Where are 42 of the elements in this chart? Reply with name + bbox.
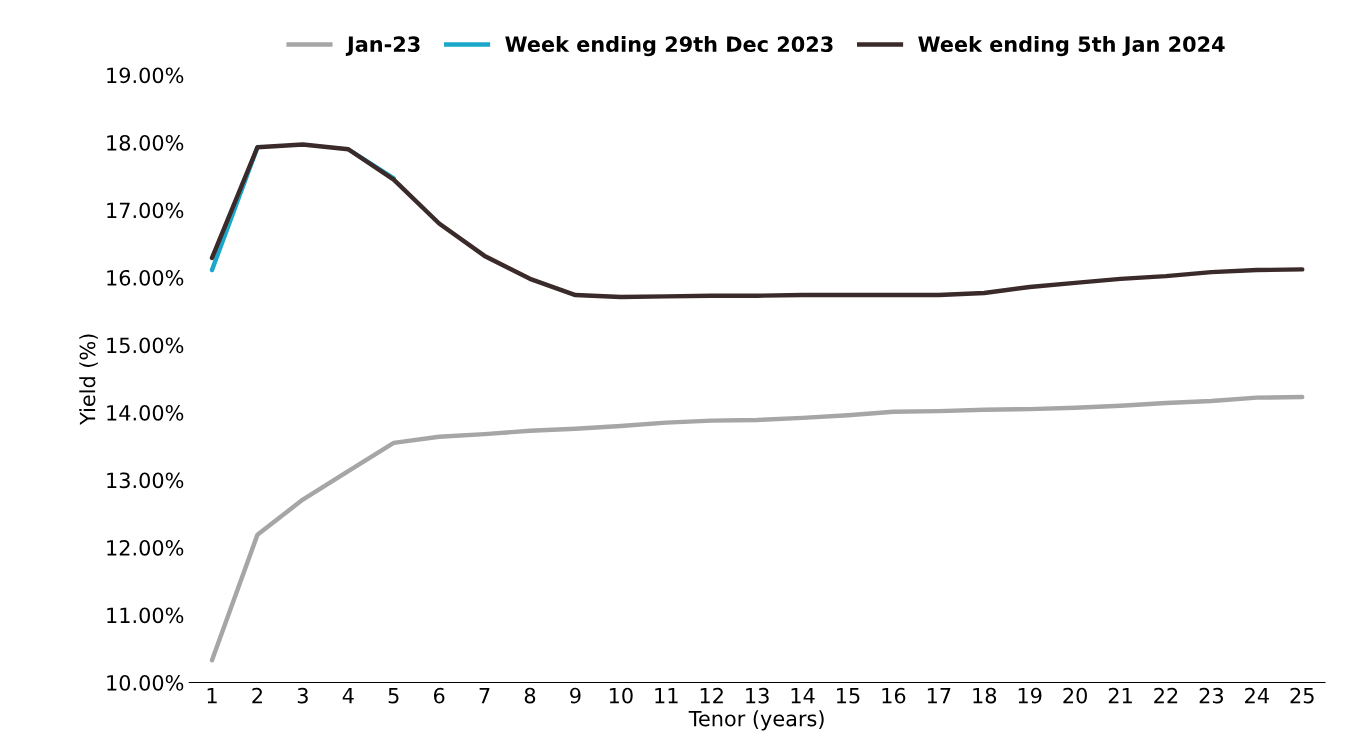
y-tick-label: 15.00% (107, 337, 184, 354)
x-tick-label: 6 (433, 687, 445, 704)
x-axis-title: Tenor (years) (688, 710, 824, 731)
legend-label: Week ending 5th Jan 2024 (918, 35, 1225, 57)
y-tick-label: 10.00% (107, 674, 184, 691)
x-tick-label: 16 (882, 687, 906, 704)
y-tick-label: 19.00% (107, 67, 184, 84)
y-tick-label: 12.00% (107, 539, 184, 556)
y-tick-label: 18.00% (107, 134, 184, 151)
x-tick-label: 19 (1018, 687, 1042, 704)
line-series (209, 394, 1305, 663)
x-tick-label: 18 (973, 687, 997, 704)
x-tick-label: 3 (297, 687, 308, 704)
x-tick-label: 1 (207, 688, 217, 704)
x-tick-label: 10 (609, 687, 633, 704)
y-tick-label: 13.00% (107, 472, 184, 489)
x-tick-label: 8 (524, 687, 536, 704)
y-tick-label: 17.00% (107, 202, 184, 219)
y-tick-label: 16.00% (107, 269, 184, 286)
legend-label: Week ending 29th Dec 2023 (505, 35, 833, 57)
x-tick-label: 13 (746, 687, 769, 704)
x-tick-label: 2 (252, 687, 262, 704)
x-tick-label: 17 (927, 688, 951, 704)
x-tick-label: 23 (1199, 687, 1223, 704)
x-tick-label: 7 (479, 688, 490, 704)
x-tick-label: 12 (700, 687, 723, 704)
x-tick-label: 14 (791, 688, 815, 704)
x-tick-label: 9 (570, 687, 581, 704)
x-tick-label: 24 (1245, 687, 1269, 704)
x-tick-label: 22 (1154, 687, 1178, 704)
x-tick-label: 20 (1063, 687, 1087, 704)
x-tick-label: 25 (1290, 687, 1314, 704)
y-tick-label: 11.00% (107, 607, 184, 624)
x-tick-label: 11 (655, 688, 678, 704)
x-tick-label: 5 (388, 688, 399, 704)
line-series (209, 142, 1305, 300)
x-tick-label: 15 (837, 688, 860, 704)
x-tick-label: 21 (1108, 687, 1132, 704)
x-tick-label: 4 (342, 688, 354, 704)
y-tick-label: 14.00% (107, 404, 184, 421)
y-axis-title: Yield (%) (79, 334, 98, 425)
legend-label: Jan-23 (345, 36, 420, 56)
